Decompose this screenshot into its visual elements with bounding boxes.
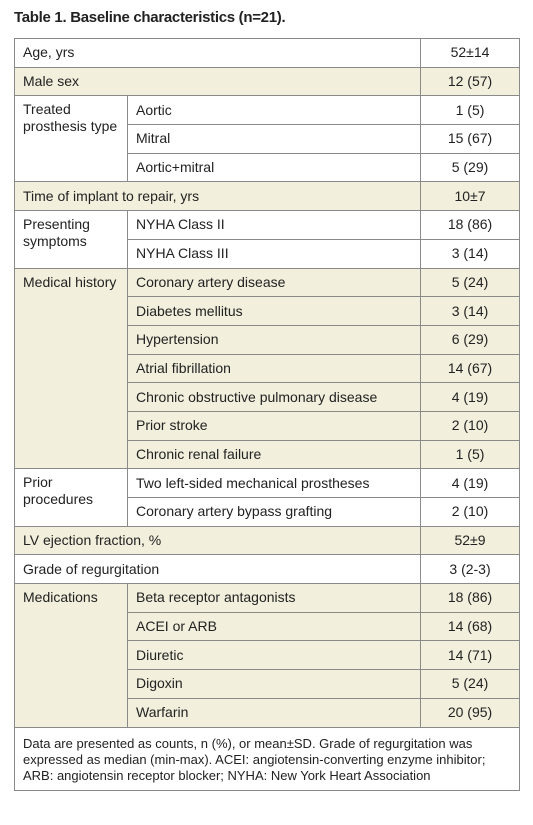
row-value: 2 (10): [420, 410, 521, 441]
table-row: Prior stroke 2 (10): [14, 410, 521, 441]
table-row: Treated prosthesis type Aortic 1 (5): [14, 95, 521, 183]
row-label: Aortic: [126, 95, 422, 126]
table-row: Grade of regurgitation 3 (2-3): [13, 554, 521, 585]
row-label: LV ejection fraction, %: [13, 525, 422, 556]
row-label: NYHA Class II: [126, 210, 422, 240]
table-row: Male sex 12 (57): [13, 66, 521, 97]
table-row: Medications Beta receptor antagonists 18 (…: [14, 583, 521, 728]
note-row: Data are presented as counts, n (%), or …: [13, 726, 521, 791]
row-value: 14 (68): [420, 611, 521, 642]
row-value: 6 (29): [420, 324, 521, 355]
table-row: Medical history Coronary artery disease 5 …: [14, 267, 521, 470]
table-row: Time of implant to repair, yrs 10±7: [13, 181, 521, 212]
table-row: Age, yrs 52±14: [13, 38, 521, 68]
table-row: LV ejection fraction, % 52±9: [13, 525, 521, 556]
table: Age, yrs 52±14 Male sex 12 (57) Treated pros…: [13, 38, 521, 791]
row-label: Mitral: [126, 124, 422, 154]
group-label: Presenting symptoms: [14, 210, 128, 269]
row-label: ACEI or ARB: [126, 611, 422, 642]
row-label: Digoxin: [126, 669, 422, 699]
row-label: Hypertension: [126, 324, 422, 355]
row-label: Prior stroke: [126, 410, 422, 441]
table-row: Atrial fibrillation 14 (67): [14, 353, 521, 384]
row-value: 10±7: [420, 181, 521, 212]
row-value: 12 (57): [420, 66, 521, 97]
row-label: Coronary artery bypass grafting: [126, 497, 422, 527]
row-value: 3 (14): [420, 238, 521, 269]
row-label: Male sex: [13, 66, 422, 97]
row-value: 52±9: [420, 525, 521, 556]
row-value: 18 (86): [420, 583, 521, 613]
row-value: 14 (67): [420, 353, 521, 384]
row-label: Coronary artery disease: [126, 267, 422, 298]
row-value: 20 (95): [420, 697, 521, 728]
row-label: Chronic obstructive pulmonary disease: [126, 382, 422, 412]
row-value: 5 (24): [420, 267, 521, 298]
table-row: Mitral 15 (67): [14, 124, 521, 154]
row-value: 3 (2-3): [420, 554, 521, 585]
row-label: Diuretic: [126, 640, 422, 671]
row-label: Chronic renal failure: [126, 439, 422, 470]
row-label: Grade of regurgitation: [13, 554, 422, 585]
row-label: Age, yrs: [13, 38, 422, 68]
row-value: 1 (5): [420, 439, 521, 470]
row-label: Aortic+mitral: [126, 152, 422, 183]
row-value: 18 (86): [420, 210, 521, 240]
row-label: Atrial fibrillation: [126, 353, 422, 384]
row-value: 3 (14): [420, 296, 521, 326]
row-value: 1 (5): [420, 95, 521, 126]
row-value: 4 (19): [420, 382, 521, 412]
table-row: Presenting symptoms NYHA Class II 18 (86): [14, 210, 521, 269]
row-label: Two left-sided mechanical prostheses: [126, 468, 422, 498]
row-value: 2 (10): [420, 497, 521, 527]
row-label: Beta receptor antagonists: [126, 583, 422, 613]
row-value: 15 (67): [420, 124, 521, 154]
row-label: Warfarin: [126, 697, 422, 728]
row-value: 5 (29): [420, 152, 521, 183]
row-value: 14 (71): [420, 640, 521, 671]
group-label: Treated prosthesis type: [14, 95, 128, 183]
row-label: Diabetes mellitus: [126, 296, 422, 326]
table-title: Table 1. Baseline characteristics (n=21)…: [14, 9, 286, 26]
table-row: Coronary artery bypass grafting 2 (10): [14, 497, 521, 527]
group-label: Medications: [14, 583, 128, 728]
group-label: Medical history: [14, 267, 128, 470]
table-row: Prior procedures Two left-sided mechanica…: [14, 468, 521, 527]
table-body: Age, yrs 52±14 Male sex 12 (57) Treated pros…: [13, 38, 521, 791]
row-value: 52±14: [420, 38, 521, 68]
row-label: NYHA Class III: [126, 238, 422, 269]
row-label: Time of implant to repair, yrs: [13, 181, 422, 212]
group-label: Prior procedures: [14, 468, 128, 527]
row-value: 5 (24): [420, 669, 521, 699]
row-value: 4 (19): [420, 468, 521, 498]
table-note: Data are presented as counts, n (%), or …: [13, 726, 521, 791]
